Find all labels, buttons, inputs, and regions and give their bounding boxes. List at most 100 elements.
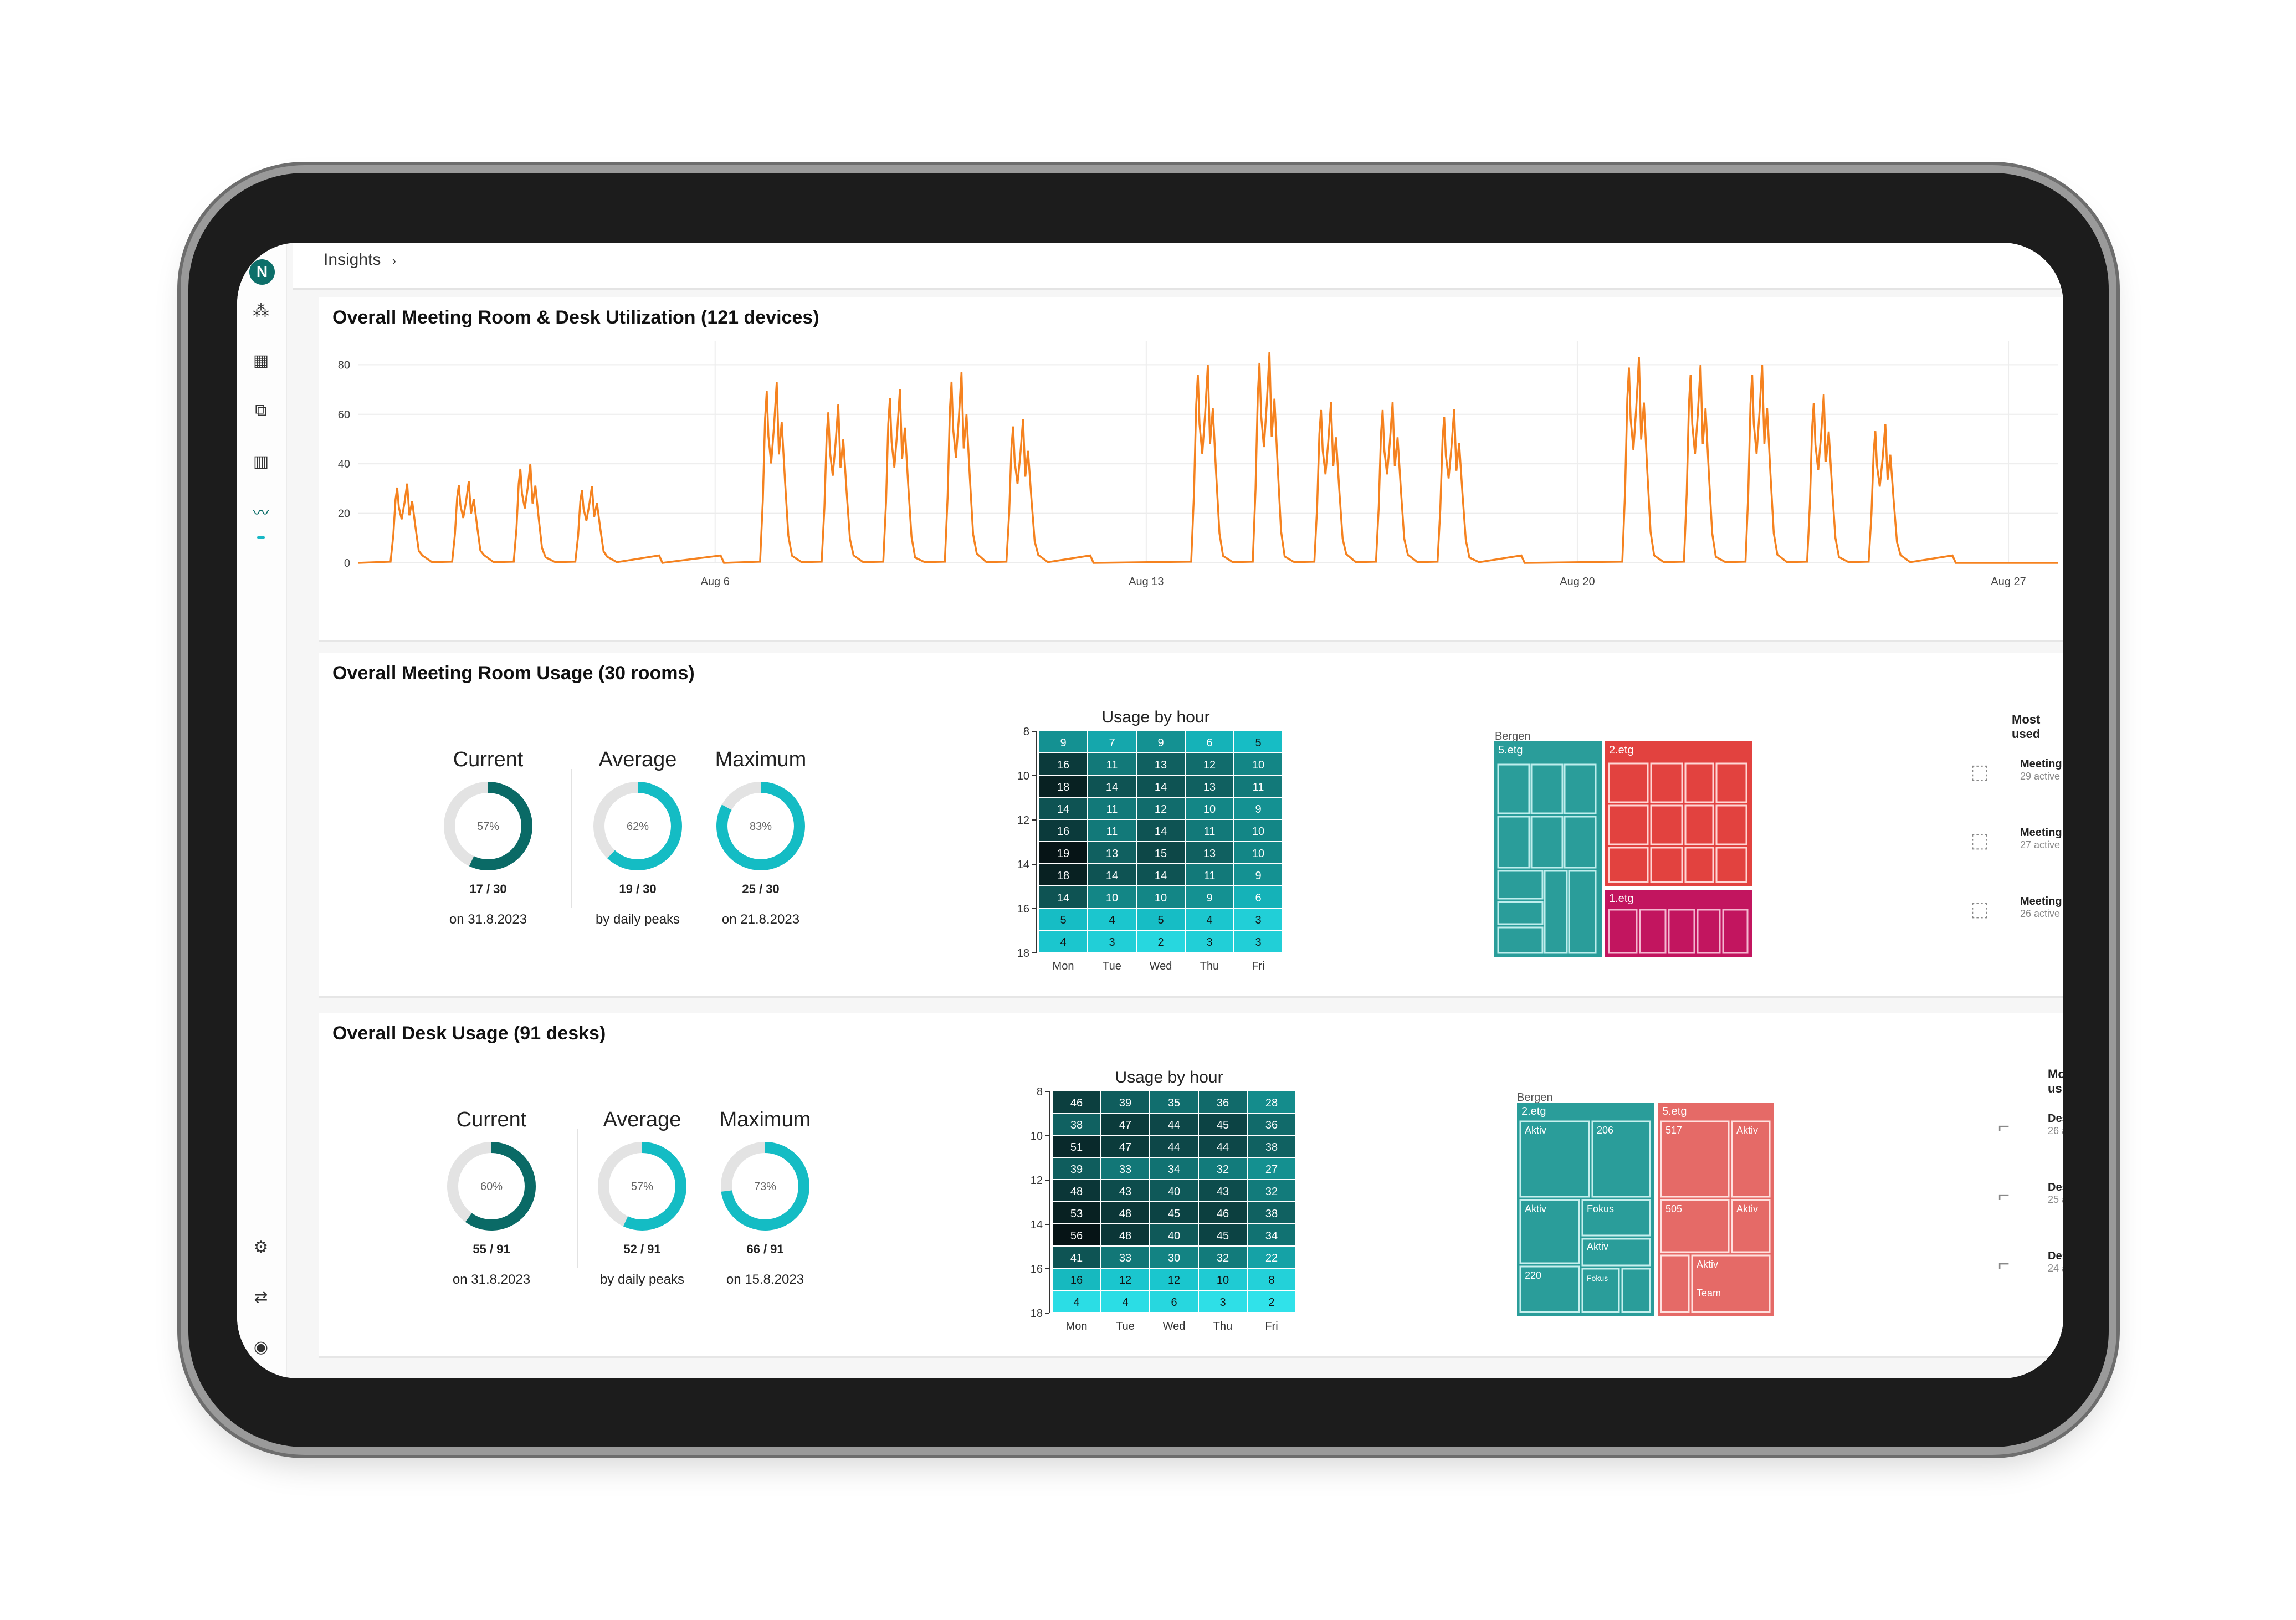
heatmap-cell[interactable] bbox=[1137, 864, 1185, 885]
heatmap-cell[interactable] bbox=[1234, 909, 1282, 930]
heatmap-cell[interactable] bbox=[1088, 753, 1136, 775]
insights-icon[interactable]: 〰 bbox=[253, 504, 269, 522]
heatmap-cell[interactable] bbox=[1137, 842, 1185, 863]
heatmap-cell[interactable] bbox=[1088, 864, 1136, 885]
heatmap-cell[interactable] bbox=[1101, 1269, 1149, 1290]
heatmap-cell[interactable] bbox=[1039, 886, 1087, 908]
heatmap-cell[interactable] bbox=[1039, 776, 1087, 797]
heatmap-cell[interactable] bbox=[1186, 753, 1233, 775]
building-icon[interactable]: ▦ bbox=[253, 351, 269, 370]
heatmap-cell[interactable] bbox=[1137, 931, 1185, 952]
swap-icon[interactable]: ⇄ bbox=[254, 1288, 268, 1306]
heatmap-cell[interactable] bbox=[1039, 909, 1087, 930]
heatmap-cell[interactable] bbox=[1186, 931, 1233, 952]
heatmap-cell[interactable] bbox=[1088, 842, 1136, 863]
heatmap-cell[interactable] bbox=[1053, 1247, 1100, 1268]
nodes-icon[interactable]: ⁂ bbox=[253, 301, 269, 320]
heatmap-cell[interactable] bbox=[1186, 864, 1233, 885]
most-used-item[interactable]: ⬚ Meeting Ro27 active d bbox=[1970, 827, 2063, 852]
heatmap-cell[interactable] bbox=[1199, 1269, 1247, 1290]
heatmap-cell[interactable] bbox=[1150, 1136, 1198, 1157]
heatmap-cell[interactable] bbox=[1101, 1158, 1149, 1179]
heatmap-cell[interactable] bbox=[1039, 731, 1087, 752]
treemap-floor-5etg[interactable] bbox=[1494, 741, 1602, 957]
heatmap-cell[interactable] bbox=[1248, 1180, 1295, 1201]
heatmap-cell[interactable] bbox=[1088, 909, 1136, 930]
rooms-icon[interactable]: ⧉ bbox=[255, 401, 267, 419]
most-used-item[interactable]: ⌐ Desk26 ac bbox=[1998, 1113, 2063, 1137]
treemap-floor-5etg[interactable] bbox=[1658, 1103, 1774, 1316]
app-logo[interactable]: N bbox=[249, 259, 275, 285]
heatmap-cell[interactable] bbox=[1248, 1224, 1295, 1245]
heatmap-cell[interactable] bbox=[1186, 886, 1233, 908]
most-used-item[interactable]: ⬚ Meeting Ro26 active d bbox=[1970, 895, 2063, 920]
heatmap-cell[interactable] bbox=[1248, 1114, 1295, 1135]
treemap-floor-2etg[interactable] bbox=[1605, 741, 1752, 886]
heatmap-cell[interactable] bbox=[1186, 731, 1233, 752]
heatmap-cell[interactable] bbox=[1039, 798, 1087, 819]
heatmap-cell[interactable] bbox=[1199, 1224, 1247, 1245]
heatmap-cell[interactable] bbox=[1039, 842, 1087, 863]
heatmap-cell[interactable] bbox=[1039, 753, 1087, 775]
heatmap-cell[interactable] bbox=[1150, 1158, 1198, 1179]
heatmap-cell[interactable] bbox=[1053, 1291, 1100, 1312]
heatmap-cell[interactable] bbox=[1101, 1180, 1149, 1201]
heatmap-cell[interactable] bbox=[1186, 776, 1233, 797]
heatmap-cell[interactable] bbox=[1053, 1202, 1100, 1223]
heatmap-cell[interactable] bbox=[1137, 753, 1185, 775]
heatmap-cell[interactable] bbox=[1150, 1180, 1198, 1201]
heatmap-cell[interactable] bbox=[1234, 776, 1282, 797]
heatmap-cell[interactable] bbox=[1039, 864, 1087, 885]
heatmap-cell[interactable] bbox=[1137, 820, 1185, 841]
most-used-item[interactable]: ⌐ Desk25 ac bbox=[1998, 1181, 2063, 1206]
heatmap-cell[interactable] bbox=[1088, 931, 1136, 952]
heatmap-cell[interactable] bbox=[1199, 1091, 1247, 1113]
heatmap-cell[interactable] bbox=[1137, 731, 1185, 752]
heatmap-cell[interactable] bbox=[1199, 1247, 1247, 1268]
heatmap-cell[interactable] bbox=[1199, 1291, 1247, 1312]
heatmap-cell[interactable] bbox=[1248, 1202, 1295, 1223]
heatmap-cell[interactable] bbox=[1248, 1091, 1295, 1113]
heatmap-cell[interactable] bbox=[1248, 1158, 1295, 1179]
heatmap-cell[interactable] bbox=[1150, 1247, 1198, 1268]
heatmap-cell[interactable] bbox=[1101, 1247, 1149, 1268]
heatmap-cell[interactable] bbox=[1053, 1114, 1100, 1135]
heatmap-cell[interactable] bbox=[1186, 909, 1233, 930]
heatmap-cell[interactable] bbox=[1053, 1269, 1100, 1290]
treemap-floor-2etg[interactable] bbox=[1517, 1103, 1654, 1316]
heatmap-cell[interactable] bbox=[1234, 753, 1282, 775]
heatmap-cell[interactable] bbox=[1186, 820, 1233, 841]
heatmap-cell[interactable] bbox=[1186, 798, 1233, 819]
heatmap-cell[interactable] bbox=[1248, 1247, 1295, 1268]
heatmap-cell[interactable] bbox=[1199, 1114, 1247, 1135]
heatmap-cell[interactable] bbox=[1234, 731, 1282, 752]
account-icon[interactable]: ◉ bbox=[253, 1337, 269, 1356]
heatmap-cell[interactable] bbox=[1234, 886, 1282, 908]
heatmap-cell[interactable] bbox=[1053, 1136, 1100, 1157]
heatmap-cell[interactable] bbox=[1234, 798, 1282, 819]
heatmap-cell[interactable] bbox=[1088, 886, 1136, 908]
settings-icon[interactable]: ⚙ bbox=[253, 1238, 269, 1257]
heatmap-cell[interactable] bbox=[1088, 820, 1136, 841]
heatmap-cell[interactable] bbox=[1248, 1269, 1295, 1290]
heatmap-cell[interactable] bbox=[1053, 1180, 1100, 1201]
heatmap-cell[interactable] bbox=[1053, 1224, 1100, 1245]
heatmap-cell[interactable] bbox=[1150, 1224, 1198, 1245]
heatmap-cell[interactable] bbox=[1101, 1091, 1149, 1113]
heatmap-cell[interactable] bbox=[1039, 820, 1087, 841]
heatmap-cell[interactable] bbox=[1150, 1291, 1198, 1312]
heatmap-cell[interactable] bbox=[1137, 886, 1185, 908]
heatmap-cell[interactable] bbox=[1234, 842, 1282, 863]
heatmap-cell[interactable] bbox=[1150, 1269, 1198, 1290]
breadcrumb-label[interactable]: Insights bbox=[324, 250, 381, 269]
most-used-item[interactable]: ⌐ Desk24 ac bbox=[1998, 1250, 2063, 1275]
heatmap-cell[interactable] bbox=[1137, 909, 1185, 930]
heatmap-cell[interactable] bbox=[1234, 931, 1282, 952]
heatmap-cell[interactable] bbox=[1039, 931, 1087, 952]
heatmap-cell[interactable] bbox=[1101, 1202, 1149, 1223]
heatmap-cell[interactable] bbox=[1088, 798, 1136, 819]
heatmap-cell[interactable] bbox=[1088, 731, 1136, 752]
heatmap-cell[interactable] bbox=[1199, 1202, 1247, 1223]
heatmap-cell[interactable] bbox=[1101, 1224, 1149, 1245]
heatmap-cell[interactable] bbox=[1137, 798, 1185, 819]
